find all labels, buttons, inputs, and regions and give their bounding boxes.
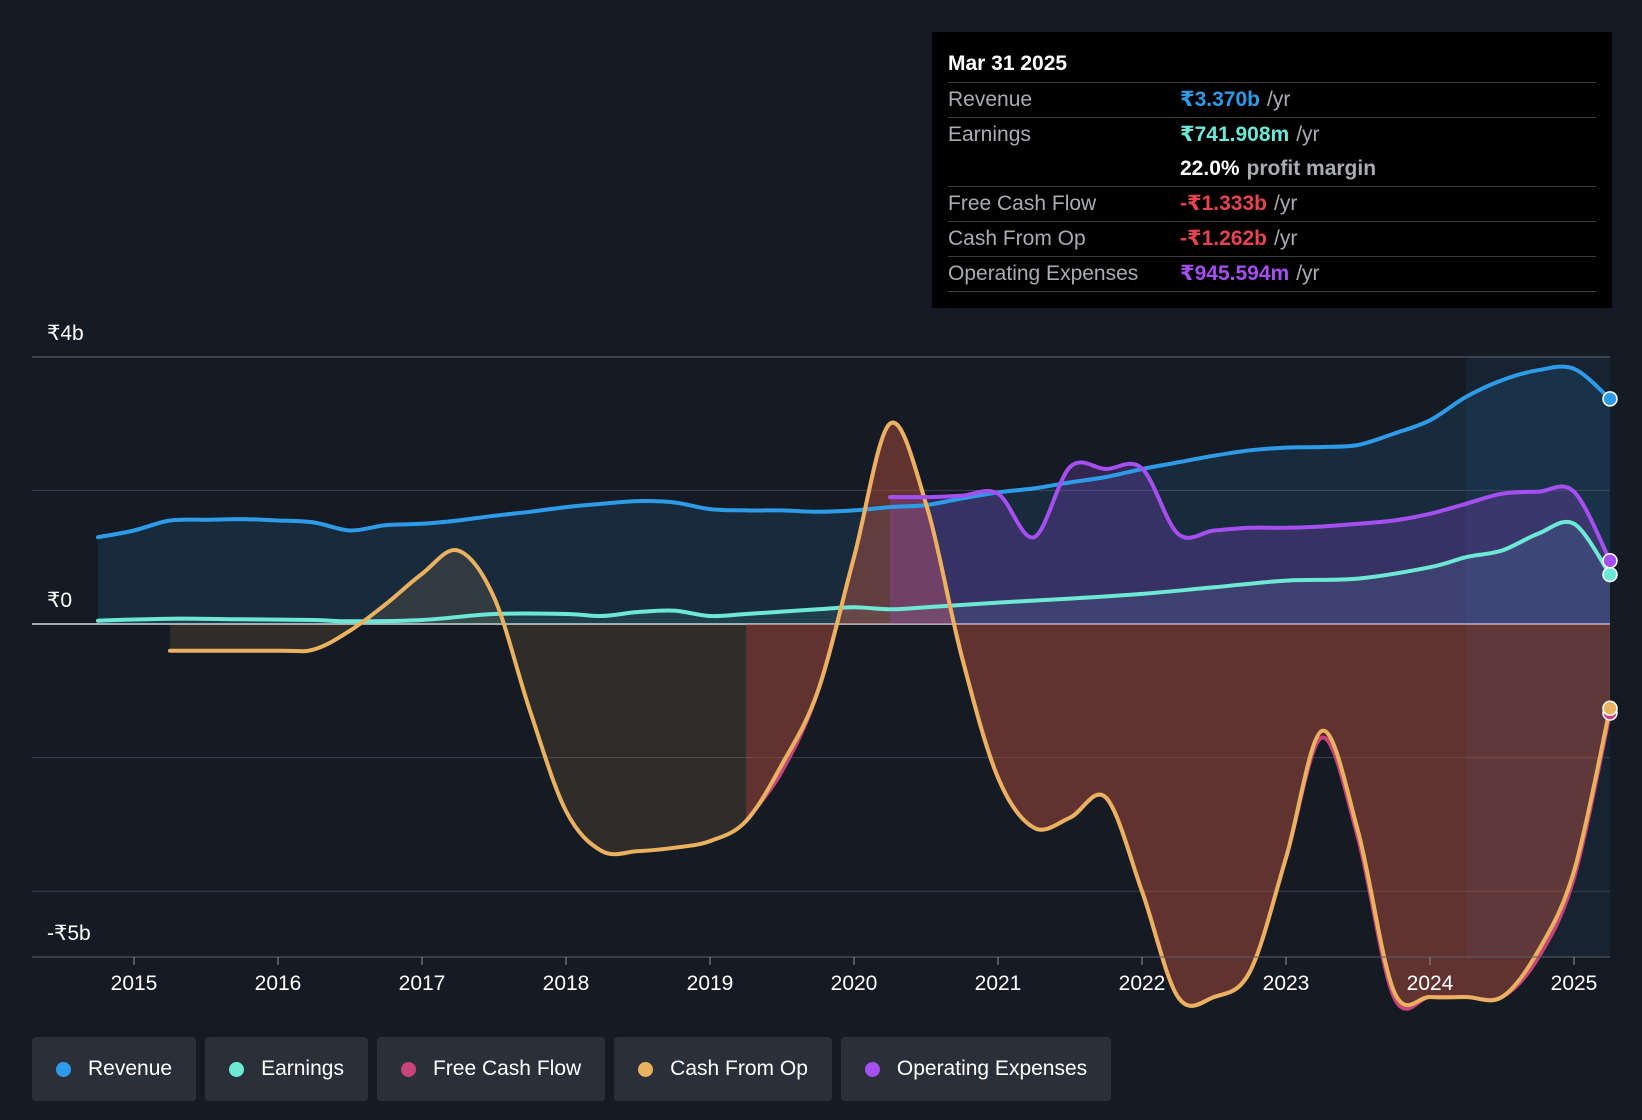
x-tick-label: 2018 bbox=[543, 972, 590, 995]
area-free-cash-flow bbox=[746, 422, 1610, 1009]
tooltip-row-free-cash-flow: Free Cash Flow -₹1.333b /yr bbox=[948, 187, 1596, 222]
tooltip-unit: /yr bbox=[1296, 262, 1320, 285]
tooltip-row-operating-expenses: Operating Expenses ₹945.594m /yr bbox=[948, 257, 1596, 292]
x-tick-label: 2022 bbox=[1119, 972, 1166, 995]
tooltip-label: Free Cash Flow bbox=[948, 192, 1097, 215]
y-label-zero: ₹0 bbox=[47, 589, 72, 612]
tooltip-value: ₹3.370b bbox=[1180, 88, 1260, 111]
tooltip-value: -₹1.333b bbox=[1180, 192, 1267, 215]
line-cash-from-op bbox=[168, 420, 1612, 1008]
end-dot-earnings bbox=[1602, 566, 1618, 583]
x-tick-label: 2017 bbox=[399, 972, 446, 995]
x-axis: 2015 2016 2017 2018 2019 2020 2021 2022 2023 2024… bbox=[32, 956, 1610, 995]
x-tick-label: 2019 bbox=[687, 972, 734, 995]
legend-label: Free Cash Flow bbox=[432, 1057, 582, 1080]
x-tick-label: 2021 bbox=[975, 972, 1022, 995]
legend-dot-icon bbox=[638, 1061, 654, 1077]
legend-label: Cash From Op bbox=[670, 1057, 808, 1080]
series-areas bbox=[98, 366, 1610, 1009]
legend-label: Earnings bbox=[261, 1057, 344, 1080]
tooltip-value: 22.0% bbox=[1180, 157, 1240, 180]
tooltip-row-earnings: Earnings ₹741.908m /yr bbox=[948, 118, 1596, 152]
tooltip-unit: /yr bbox=[1273, 227, 1298, 250]
tooltip-date: Mar 31 2025 bbox=[948, 46, 1596, 83]
tooltip-unit: /yr bbox=[1267, 88, 1291, 111]
tooltip-row-cash-from-op: Cash From Op -₹1.262b /yr bbox=[948, 222, 1596, 257]
tooltip-value: -₹1.262b bbox=[1180, 227, 1267, 250]
legend-dot-icon bbox=[229, 1061, 245, 1077]
area-cash-from-op bbox=[170, 422, 1610, 1006]
area-operating-expenses bbox=[890, 462, 1610, 624]
legend-label: Operating Expenses bbox=[896, 1057, 1088, 1080]
line-earnings bbox=[96, 519, 1612, 624]
forecast-region bbox=[1466, 357, 1610, 957]
gridlines bbox=[32, 356, 1610, 892]
legend-item-cash-from-op[interactable]: Cash From Op bbox=[614, 1037, 832, 1101]
tooltip-label: Revenue bbox=[948, 88, 1033, 111]
legend-dot-icon bbox=[864, 1061, 880, 1077]
x-tick-label: 2015 bbox=[111, 972, 158, 995]
tooltip-unit: profit margin bbox=[1246, 157, 1377, 180]
tooltip-row-revenue: Revenue ₹3.370b /yr bbox=[948, 83, 1596, 118]
tooltip-panel: Mar 31 2025 Revenue ₹3.370b /yr Earnings… bbox=[932, 32, 1612, 308]
area-revenue bbox=[98, 366, 1610, 624]
legend-dot-icon bbox=[400, 1061, 416, 1077]
tooltip-value: ₹945.594m bbox=[1180, 262, 1290, 285]
legend-label: Revenue bbox=[88, 1057, 173, 1080]
tooltip-label bbox=[948, 152, 1180, 186]
y-label-top: ₹4b bbox=[47, 322, 84, 345]
end-dot-operating-expenses bbox=[1602, 553, 1618, 569]
end-dot-revenue bbox=[1602, 391, 1618, 407]
tooltip-value: ₹741.908m bbox=[1180, 123, 1290, 146]
legend: Revenue Earnings Free Cash Flow Cash Fro… bbox=[32, 1037, 1120, 1101]
tooltip-row-profit-margin: 22.0% profit margin bbox=[948, 152, 1596, 187]
x-tick-label: 2020 bbox=[831, 972, 878, 995]
x-tick-label: 2023 bbox=[1263, 972, 1310, 995]
area-earnings bbox=[98, 521, 1610, 624]
legend-item-free-cash-flow[interactable]: Free Cash Flow bbox=[376, 1037, 606, 1101]
series-end-markers bbox=[1602, 391, 1618, 721]
x-tick-label: 2024 bbox=[1407, 972, 1454, 995]
tooltip-label: Cash From Op bbox=[948, 227, 1086, 250]
tooltip-label: Operating Expenses bbox=[948, 262, 1139, 285]
legend-item-earnings[interactable]: Earnings bbox=[205, 1037, 368, 1101]
tooltip-unit: /yr bbox=[1273, 192, 1298, 215]
tooltip-unit: /yr bbox=[1296, 123, 1320, 146]
series-lines bbox=[96, 364, 1612, 1011]
line-revenue bbox=[96, 364, 1612, 540]
tooltip-label: Earnings bbox=[948, 123, 1031, 146]
end-dot-cash-from-op bbox=[1602, 700, 1618, 717]
line-operating-expenses bbox=[888, 460, 1612, 563]
x-tick-label: 2025 bbox=[1551, 972, 1598, 995]
legend-item-revenue[interactable]: Revenue bbox=[32, 1037, 197, 1101]
y-label-bottom: -₹5b bbox=[47, 922, 91, 945]
legend-item-operating-expenses[interactable]: Operating Expenses bbox=[840, 1037, 1112, 1101]
x-tick-label: 2016 bbox=[255, 972, 302, 995]
legend-dot-icon bbox=[56, 1061, 71, 1077]
